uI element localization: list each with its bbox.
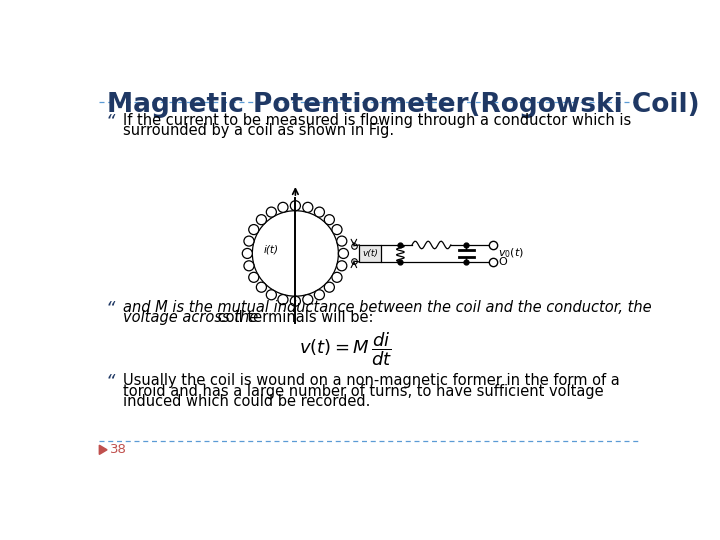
Circle shape (290, 201, 300, 211)
Circle shape (315, 207, 325, 217)
Circle shape (338, 248, 348, 259)
Text: “: “ (106, 373, 115, 391)
Circle shape (248, 272, 258, 282)
Circle shape (244, 236, 254, 246)
Text: v(t): v(t) (362, 249, 378, 258)
Text: If the current to be measured is flowing through a conductor which is: If the current to be measured is flowing… (122, 112, 631, 127)
Text: $v_0(t)$: $v_0(t)$ (498, 247, 524, 260)
Circle shape (256, 282, 266, 292)
Circle shape (266, 290, 276, 300)
Text: surrounded by a coil as shown in Fig.: surrounded by a coil as shown in Fig. (122, 123, 394, 138)
Text: i(t): i(t) (264, 245, 279, 254)
Circle shape (278, 202, 288, 212)
Text: toroid and has a large number of turns, to have sufficient voltage: toroid and has a large number of turns, … (122, 383, 603, 399)
Bar (359, 245, 381, 262)
Text: O: O (498, 257, 507, 267)
Text: 38: 38 (110, 443, 127, 456)
Circle shape (243, 248, 253, 259)
Circle shape (266, 207, 276, 217)
Polygon shape (99, 445, 107, 455)
Text: voltage across the: voltage across the (122, 310, 258, 326)
Text: induced which could be recorded.: induced which could be recorded. (122, 394, 370, 409)
Circle shape (337, 261, 347, 271)
Circle shape (332, 272, 342, 282)
Circle shape (256, 215, 266, 225)
Circle shape (337, 236, 347, 246)
Circle shape (303, 294, 313, 305)
Text: Magnetic Potentiometer(Rogowski Coil): Magnetic Potentiometer(Rogowski Coil) (107, 92, 700, 118)
Circle shape (303, 202, 313, 212)
Text: $v(t)= M\,\dfrac{di}{dt}$: $v(t)= M\,\dfrac{di}{dt}$ (300, 330, 392, 368)
Text: “: “ (106, 112, 115, 131)
Text: Usually the coil is wound on a non-magnetic former in the form of a: Usually the coil is wound on a non-magne… (122, 373, 619, 388)
Circle shape (278, 294, 288, 305)
Text: and M is the mutual inductance between the coil and the conductor, the: and M is the mutual inductance between t… (122, 300, 651, 315)
Circle shape (324, 215, 334, 225)
Circle shape (290, 296, 300, 306)
Circle shape (315, 290, 325, 300)
Circle shape (324, 282, 334, 292)
Text: “: “ (106, 300, 115, 318)
Text: coil terminals will be:: coil terminals will be: (213, 310, 374, 326)
Circle shape (332, 225, 342, 234)
Circle shape (248, 225, 258, 234)
Circle shape (244, 261, 254, 271)
